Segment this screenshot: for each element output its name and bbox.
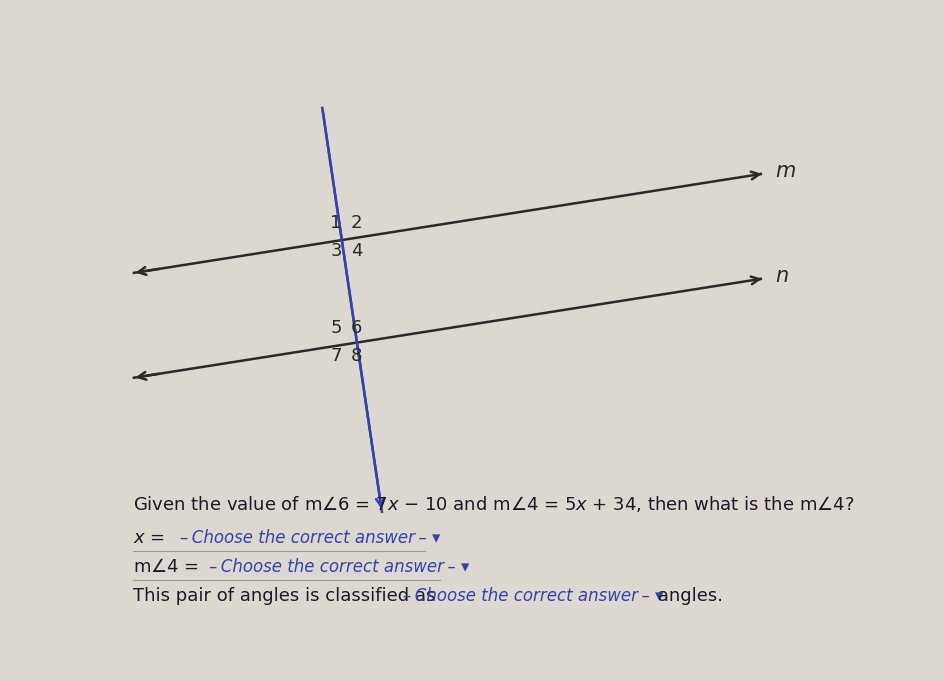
Text: m$\angle$4 =: m$\angle$4 = [132,558,200,575]
Text: n: n [775,266,788,286]
Text: 4: 4 [351,242,362,261]
Text: – Choose the correct answer – ▾: – Choose the correct answer – ▾ [403,586,664,605]
Text: – Choose the correct answer – ▾: – Choose the correct answer – ▾ [210,558,470,575]
Text: 2: 2 [351,214,362,232]
Text: – Choose the correct answer – ▾: – Choose the correct answer – ▾ [180,529,441,547]
Text: 1: 1 [330,214,342,232]
Text: 8: 8 [351,347,362,366]
Text: m: m [775,161,796,181]
Text: 7: 7 [330,347,342,366]
Text: 5: 5 [330,319,342,337]
Text: This pair of angles is classified as: This pair of angles is classified as [132,586,441,605]
Text: 6: 6 [351,319,362,337]
Text: Given the value of m$\angle$6 = 7$x$ $-$ 10 and m$\angle$4 = 5$x$ + 34, then wha: Given the value of m$\angle$6 = 7$x$ $-$… [132,494,854,514]
Text: 3: 3 [330,242,342,261]
Text: $x$ =: $x$ = [132,529,166,547]
Text: angles.: angles. [652,586,723,605]
